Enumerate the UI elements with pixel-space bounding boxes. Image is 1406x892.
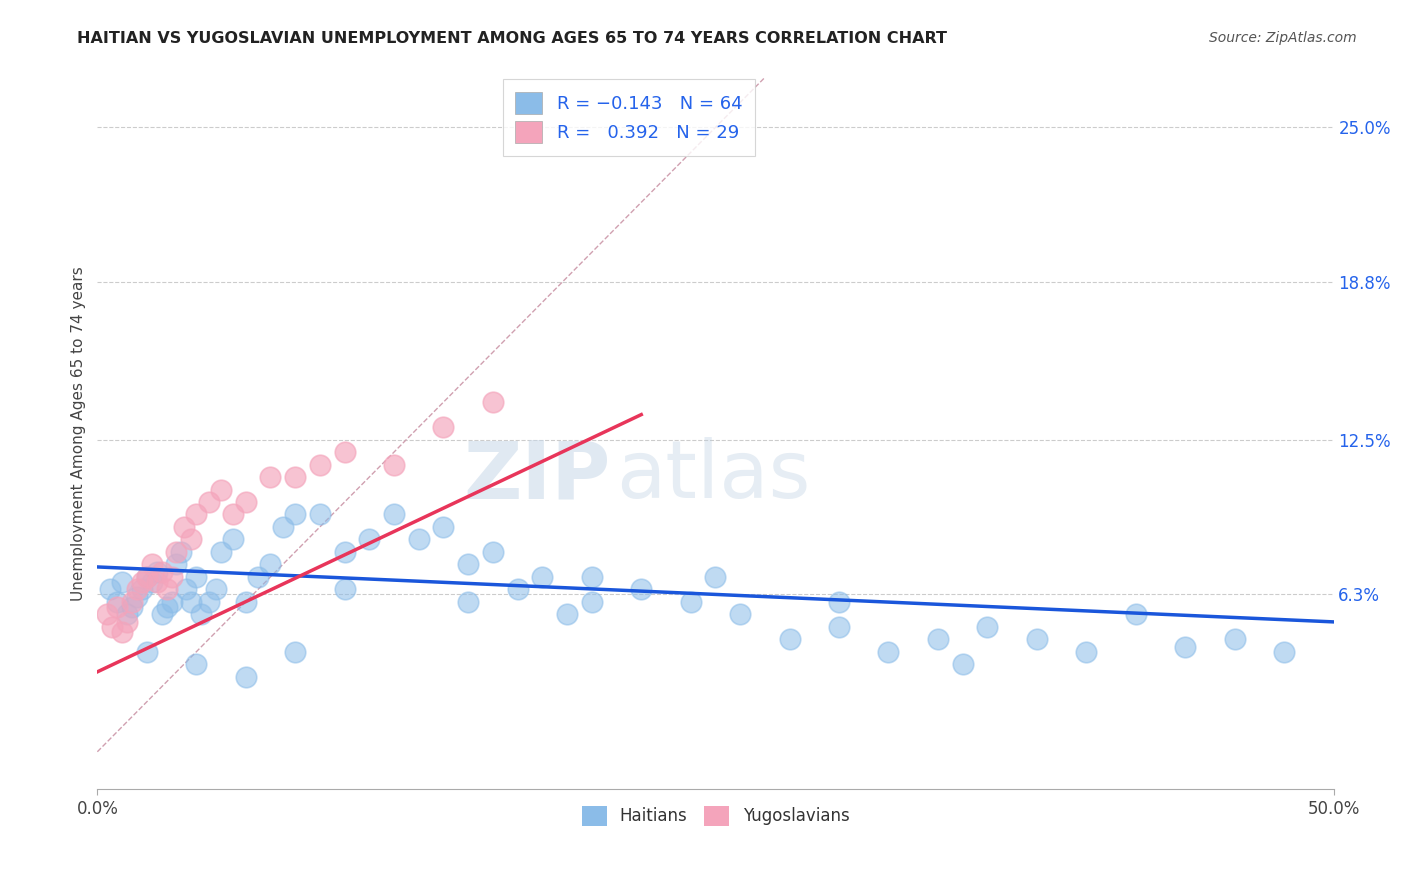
Point (482, 395, 505, 409)
Point (135, 645, 157, 659)
Point (209, 483, 232, 497)
Point (704, 570, 727, 584)
Point (581, 595, 603, 609)
Point (176, 582, 198, 597)
Point (1272, 645, 1295, 659)
Point (506, 582, 529, 597)
Point (186, 570, 208, 584)
Text: Source: ZipAtlas.com: Source: ZipAtlas.com (1209, 31, 1357, 45)
Point (160, 570, 183, 584)
Point (105, 599, 128, 614)
Point (432, 420, 454, 434)
Point (877, 645, 900, 659)
Point (1125, 607, 1147, 622)
Point (111, 624, 134, 639)
Point (555, 607, 578, 622)
Point (976, 620, 998, 634)
Point (141, 574, 163, 589)
Point (190, 607, 212, 622)
Point (482, 545, 505, 559)
Point (115, 607, 138, 622)
Point (271, 520, 294, 534)
Point (131, 574, 153, 589)
Point (333, 545, 356, 559)
Point (105, 595, 128, 609)
Point (308, 508, 330, 522)
Point (432, 520, 454, 534)
Point (150, 607, 173, 622)
Point (135, 570, 157, 584)
Point (247, 570, 270, 584)
Point (382, 508, 405, 522)
Legend: Haitians, Yugoslavians: Haitians, Yugoslavians (574, 797, 858, 834)
Point (222, 533, 245, 547)
Point (284, 645, 307, 659)
Point (145, 574, 167, 589)
Point (1223, 632, 1246, 647)
Point (111, 574, 134, 589)
Point (145, 565, 167, 579)
Point (779, 632, 801, 647)
Point (531, 570, 554, 584)
Point (408, 533, 430, 547)
Point (284, 470, 307, 484)
Point (382, 458, 405, 472)
Point (155, 599, 177, 614)
Point (235, 495, 257, 509)
Point (96, 607, 118, 622)
Point (259, 470, 281, 484)
Y-axis label: Unemployment Among Ages 65 to 74 years: Unemployment Among Ages 65 to 74 years (72, 266, 86, 600)
Point (166, 558, 188, 572)
Point (235, 595, 257, 609)
Point (1174, 640, 1197, 654)
Point (170, 545, 193, 559)
Point (186, 657, 208, 672)
Point (98, 582, 121, 597)
Point (679, 595, 702, 609)
Point (180, 533, 202, 547)
Point (160, 595, 183, 609)
Point (186, 508, 208, 522)
Point (135, 570, 157, 584)
Point (180, 595, 202, 609)
Point (115, 615, 138, 629)
Point (308, 458, 330, 472)
Text: HAITIAN VS YUGOSLAVIAN UNEMPLOYMENT AMONG AGES 65 TO 74 YEARS CORRELATION CHART: HAITIAN VS YUGOSLAVIAN UNEMPLOYMENT AMON… (77, 31, 948, 46)
Point (259, 558, 281, 572)
Point (1076, 645, 1098, 659)
Point (927, 632, 949, 647)
Point (457, 595, 479, 609)
Point (728, 607, 751, 622)
Text: atlas: atlas (617, 437, 811, 515)
Point (222, 508, 245, 522)
Point (150, 565, 173, 579)
Point (581, 570, 603, 584)
Point (121, 599, 143, 614)
Point (209, 545, 232, 559)
Point (173, 520, 195, 534)
Point (155, 582, 177, 597)
Point (284, 508, 307, 522)
Point (828, 620, 851, 634)
Point (197, 495, 219, 509)
Point (952, 657, 974, 672)
Text: ZIP: ZIP (463, 437, 610, 515)
Point (333, 445, 356, 459)
Point (197, 595, 219, 609)
Point (121, 595, 143, 609)
Point (359, 533, 381, 547)
Point (828, 595, 851, 609)
Point (630, 582, 652, 597)
Point (1025, 632, 1047, 647)
Point (166, 545, 188, 559)
Point (205, 582, 228, 597)
Point (125, 582, 148, 597)
Point (131, 582, 153, 597)
Point (141, 558, 163, 572)
Point (125, 590, 148, 604)
Point (333, 582, 356, 597)
Point (457, 558, 479, 572)
Point (235, 670, 257, 684)
Point (101, 620, 124, 634)
